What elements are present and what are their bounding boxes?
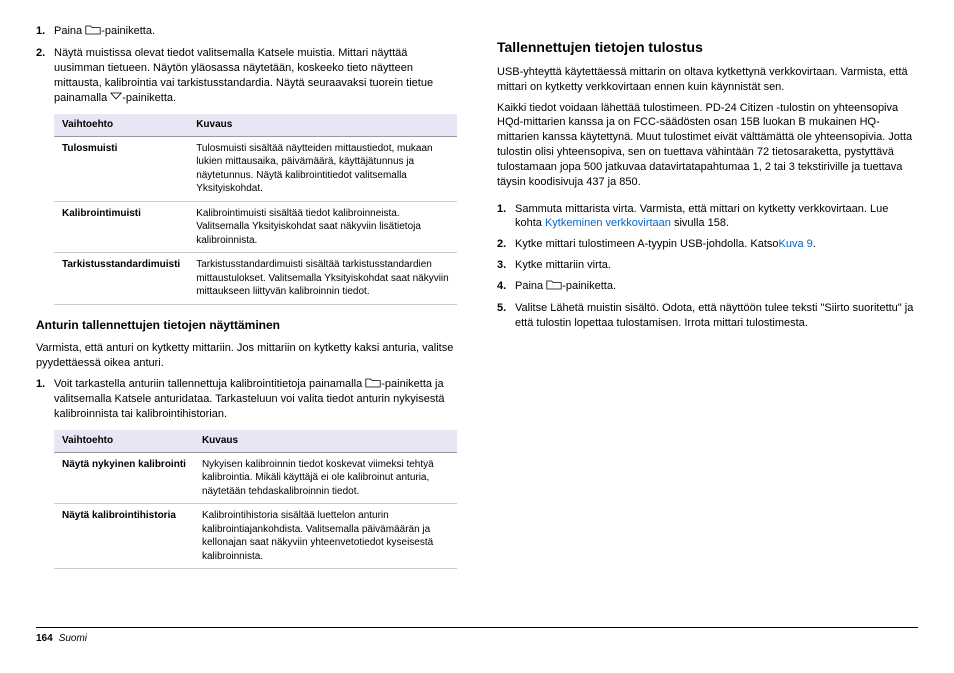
left-column: 1.Paina -painiketta. 2.Näytä muistissa o… — [36, 24, 457, 619]
steps-list-3: 1.Sammuta mittarista virta. Varmista, et… — [497, 202, 918, 331]
page-footer: 164 Suomi — [36, 627, 918, 646]
folder-icon — [85, 25, 101, 40]
right-column: Tallennettujen tietojen tulostus USB-yht… — [497, 24, 918, 619]
step-item: 3.Kytke mittariin virta. — [515, 258, 918, 273]
step-item: 1.Paina -painiketta. — [54, 24, 457, 40]
link[interactable]: Kytkeminen verkkovirtaan — [545, 217, 671, 229]
link[interactable]: Kuva 9 — [779, 238, 813, 250]
step-item: 2.Kytke mittari tulostimeen A-tyypin USB… — [515, 237, 918, 252]
steps-list-2: 1.Voit tarkastella anturiin tallennettuj… — [36, 377, 457, 423]
folder-icon — [546, 280, 562, 295]
options-table-1: VaihtoehtoKuvaus TulosmuistiTulosmuisti … — [54, 114, 457, 305]
step-item: 1.Sammuta mittarista virta. Varmista, et… — [515, 202, 918, 232]
body-text: Varmista, että anturi on kytketty mittar… — [36, 341, 457, 371]
body-text: Kaikki tiedot voidaan lähettää tulostime… — [497, 101, 918, 190]
steps-list-1: 1.Paina -painiketta. 2.Näytä muistissa o… — [36, 24, 457, 106]
page-number: 164 — [36, 633, 53, 644]
step-item: 2.Näytä muistissa olevat tiedot valitsem… — [54, 46, 457, 106]
folder-icon — [365, 378, 381, 393]
step-item: 4.Paina -painiketta. — [515, 279, 918, 295]
body-text: USB-yhteyttä käytettäessä mittarin on ol… — [497, 65, 918, 95]
step-item: 1.Voit tarkastella anturiin tallennettuj… — [54, 377, 457, 423]
options-table-2: VaihtoehtoKuvaus Näytä nykyinen kalibroi… — [54, 430, 457, 569]
triangle-down-icon — [110, 90, 122, 105]
step-item: 5.Valitse Lähetä muistin sisältö. Odota,… — [515, 301, 918, 331]
language-label: Suomi — [59, 633, 87, 644]
section-heading: Tallennettujen tietojen tulostus — [497, 38, 918, 57]
subheading: Anturin tallennettujen tietojen näyttämi… — [36, 317, 457, 333]
